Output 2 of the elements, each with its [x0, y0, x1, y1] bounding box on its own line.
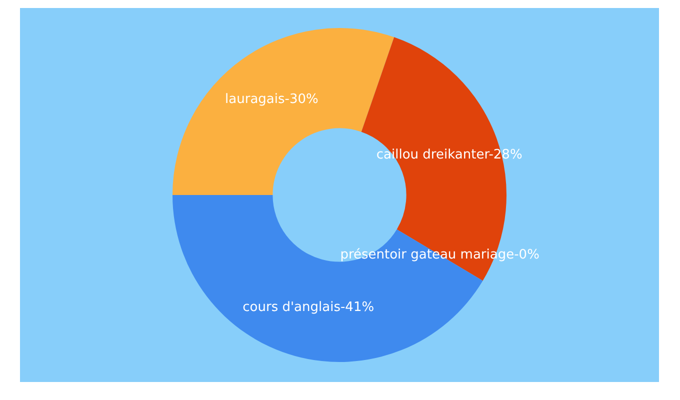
slice-label: cours d'anglais-41% [242, 300, 374, 316]
slice-label: lauragais-30% [225, 92, 318, 108]
